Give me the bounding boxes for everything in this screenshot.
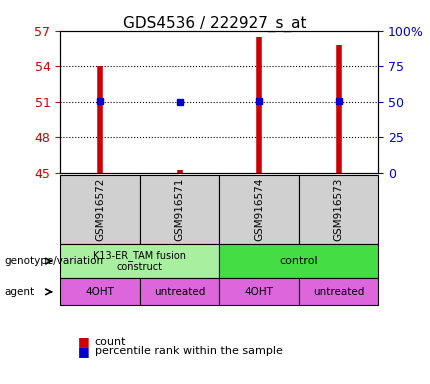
Text: ■: ■ xyxy=(77,335,89,348)
Text: ■: ■ xyxy=(77,345,89,358)
Text: GSM916572: GSM916572 xyxy=(95,177,105,241)
Text: K13-ER_TAM fusion
construct: K13-ER_TAM fusion construct xyxy=(93,250,186,272)
Text: untreated: untreated xyxy=(154,287,205,297)
Text: genotype/variation: genotype/variation xyxy=(4,256,104,266)
Text: untreated: untreated xyxy=(313,287,364,297)
Text: GSM916571: GSM916571 xyxy=(175,177,184,241)
Text: agent: agent xyxy=(4,287,34,297)
Text: count: count xyxy=(95,337,126,347)
Text: control: control xyxy=(280,256,318,266)
Text: GSM916573: GSM916573 xyxy=(334,177,344,241)
Text: 4OHT: 4OHT xyxy=(86,287,114,297)
Text: GSM916574: GSM916574 xyxy=(254,177,264,241)
Text: percentile rank within the sample: percentile rank within the sample xyxy=(95,346,283,356)
Text: GDS4536 / 222927_s_at: GDS4536 / 222927_s_at xyxy=(123,15,307,31)
Text: 4OHT: 4OHT xyxy=(245,287,273,297)
